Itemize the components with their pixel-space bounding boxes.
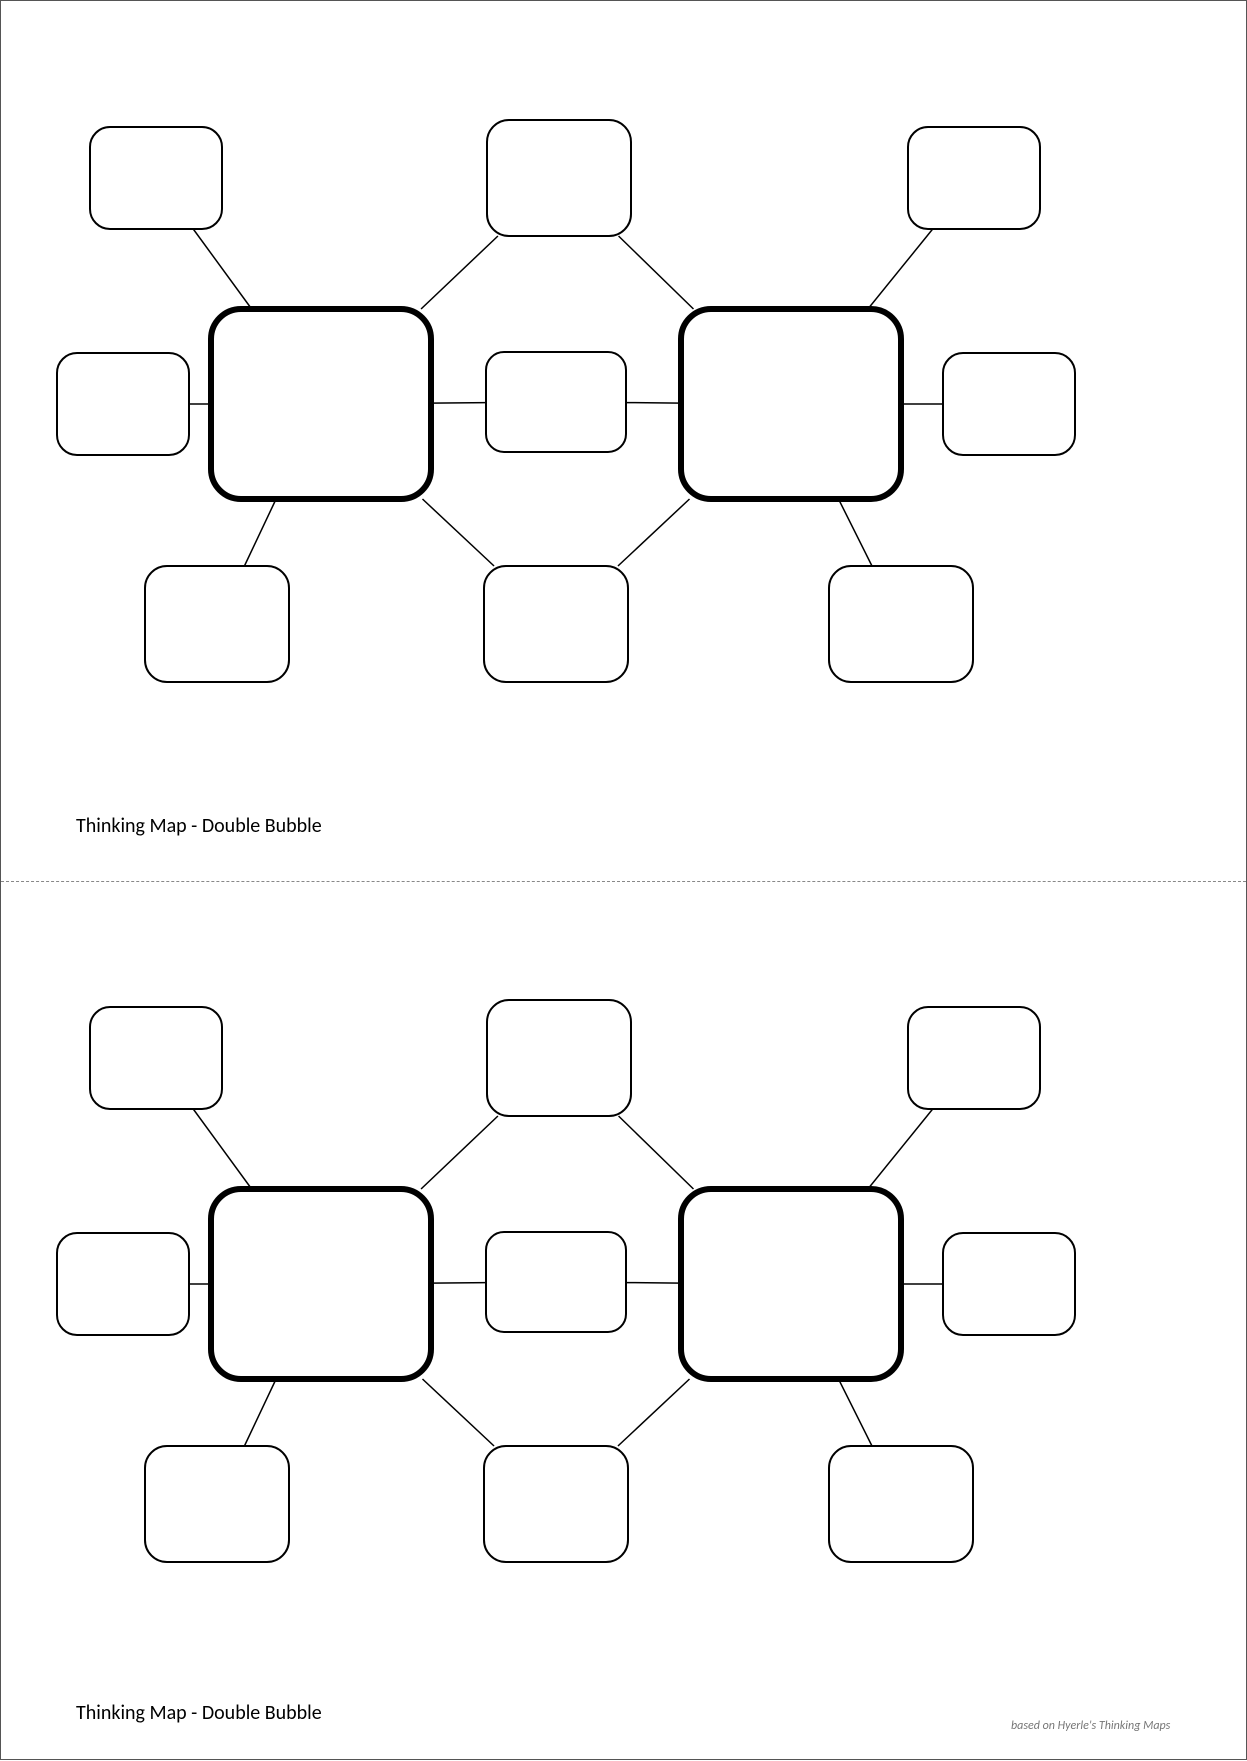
bubble-shared_bot [484, 1446, 628, 1562]
connector-shared_top-main_left [421, 236, 498, 309]
bubble-left_top [90, 1007, 222, 1109]
connector-shared_bot-main_right [618, 499, 690, 566]
connector-shared_bot-main_left [422, 1379, 494, 1446]
bubble-main_right [681, 309, 901, 499]
footnote: based on Hyerle's Thinking Maps [1011, 1719, 1170, 1733]
page-frame: Thinking Map - Double Bubble Thinking Ma… [0, 0, 1247, 1760]
bubble-shared_mid [486, 352, 626, 452]
bubble-shared_top [487, 1000, 631, 1116]
bubble-right_bot [829, 1446, 973, 1562]
double-bubble-diagram-top [1, 56, 1247, 756]
top-half: Thinking Map - Double Bubble [1, 1, 1246, 881]
bubble-shared_top [487, 120, 631, 236]
connector-shared_bot-main_left [422, 499, 494, 566]
connector-left_top-main_left [193, 1109, 251, 1189]
bubble-right_mid [943, 353, 1075, 455]
connector-left_bot-main_left [244, 1379, 276, 1446]
bubble-left_mid [57, 1233, 189, 1335]
bubble-shared_bot [484, 566, 628, 682]
bottom-half: Thinking Map - Double Bubble based on Hy… [1, 881, 1246, 1761]
bubble-main_right [681, 1189, 901, 1379]
bubble-main_left [211, 309, 431, 499]
connector-shared_top-main_right [619, 1116, 694, 1189]
connector-right_top-main_right [868, 229, 933, 309]
connector-shared_top-main_right [619, 236, 694, 309]
bubble-right_mid [943, 1233, 1075, 1335]
bubble-left_mid [57, 353, 189, 455]
bubble-right_top [908, 1007, 1040, 1109]
bubble-right_bot [829, 566, 973, 682]
double-bubble-diagram-bottom [1, 936, 1247, 1636]
caption-top: Thinking Map - Double Bubble [76, 814, 322, 838]
bubble-left_bot [145, 566, 289, 682]
connector-right_bot-main_right [839, 1379, 873, 1446]
caption-bottom: Thinking Map - Double Bubble [76, 1701, 322, 1725]
connector-right_bot-main_right [839, 499, 873, 566]
connector-shared_top-main_left [421, 1116, 498, 1189]
bubble-shared_mid [486, 1232, 626, 1332]
connector-shared_bot-main_right [618, 1379, 690, 1446]
bubble-right_top [908, 127, 1040, 229]
connector-left_bot-main_left [244, 499, 276, 566]
bubble-left_top [90, 127, 222, 229]
bubble-left_bot [145, 1446, 289, 1562]
bubble-main_left [211, 1189, 431, 1379]
connector-left_top-main_left [193, 229, 251, 309]
connector-right_top-main_right [868, 1109, 933, 1189]
